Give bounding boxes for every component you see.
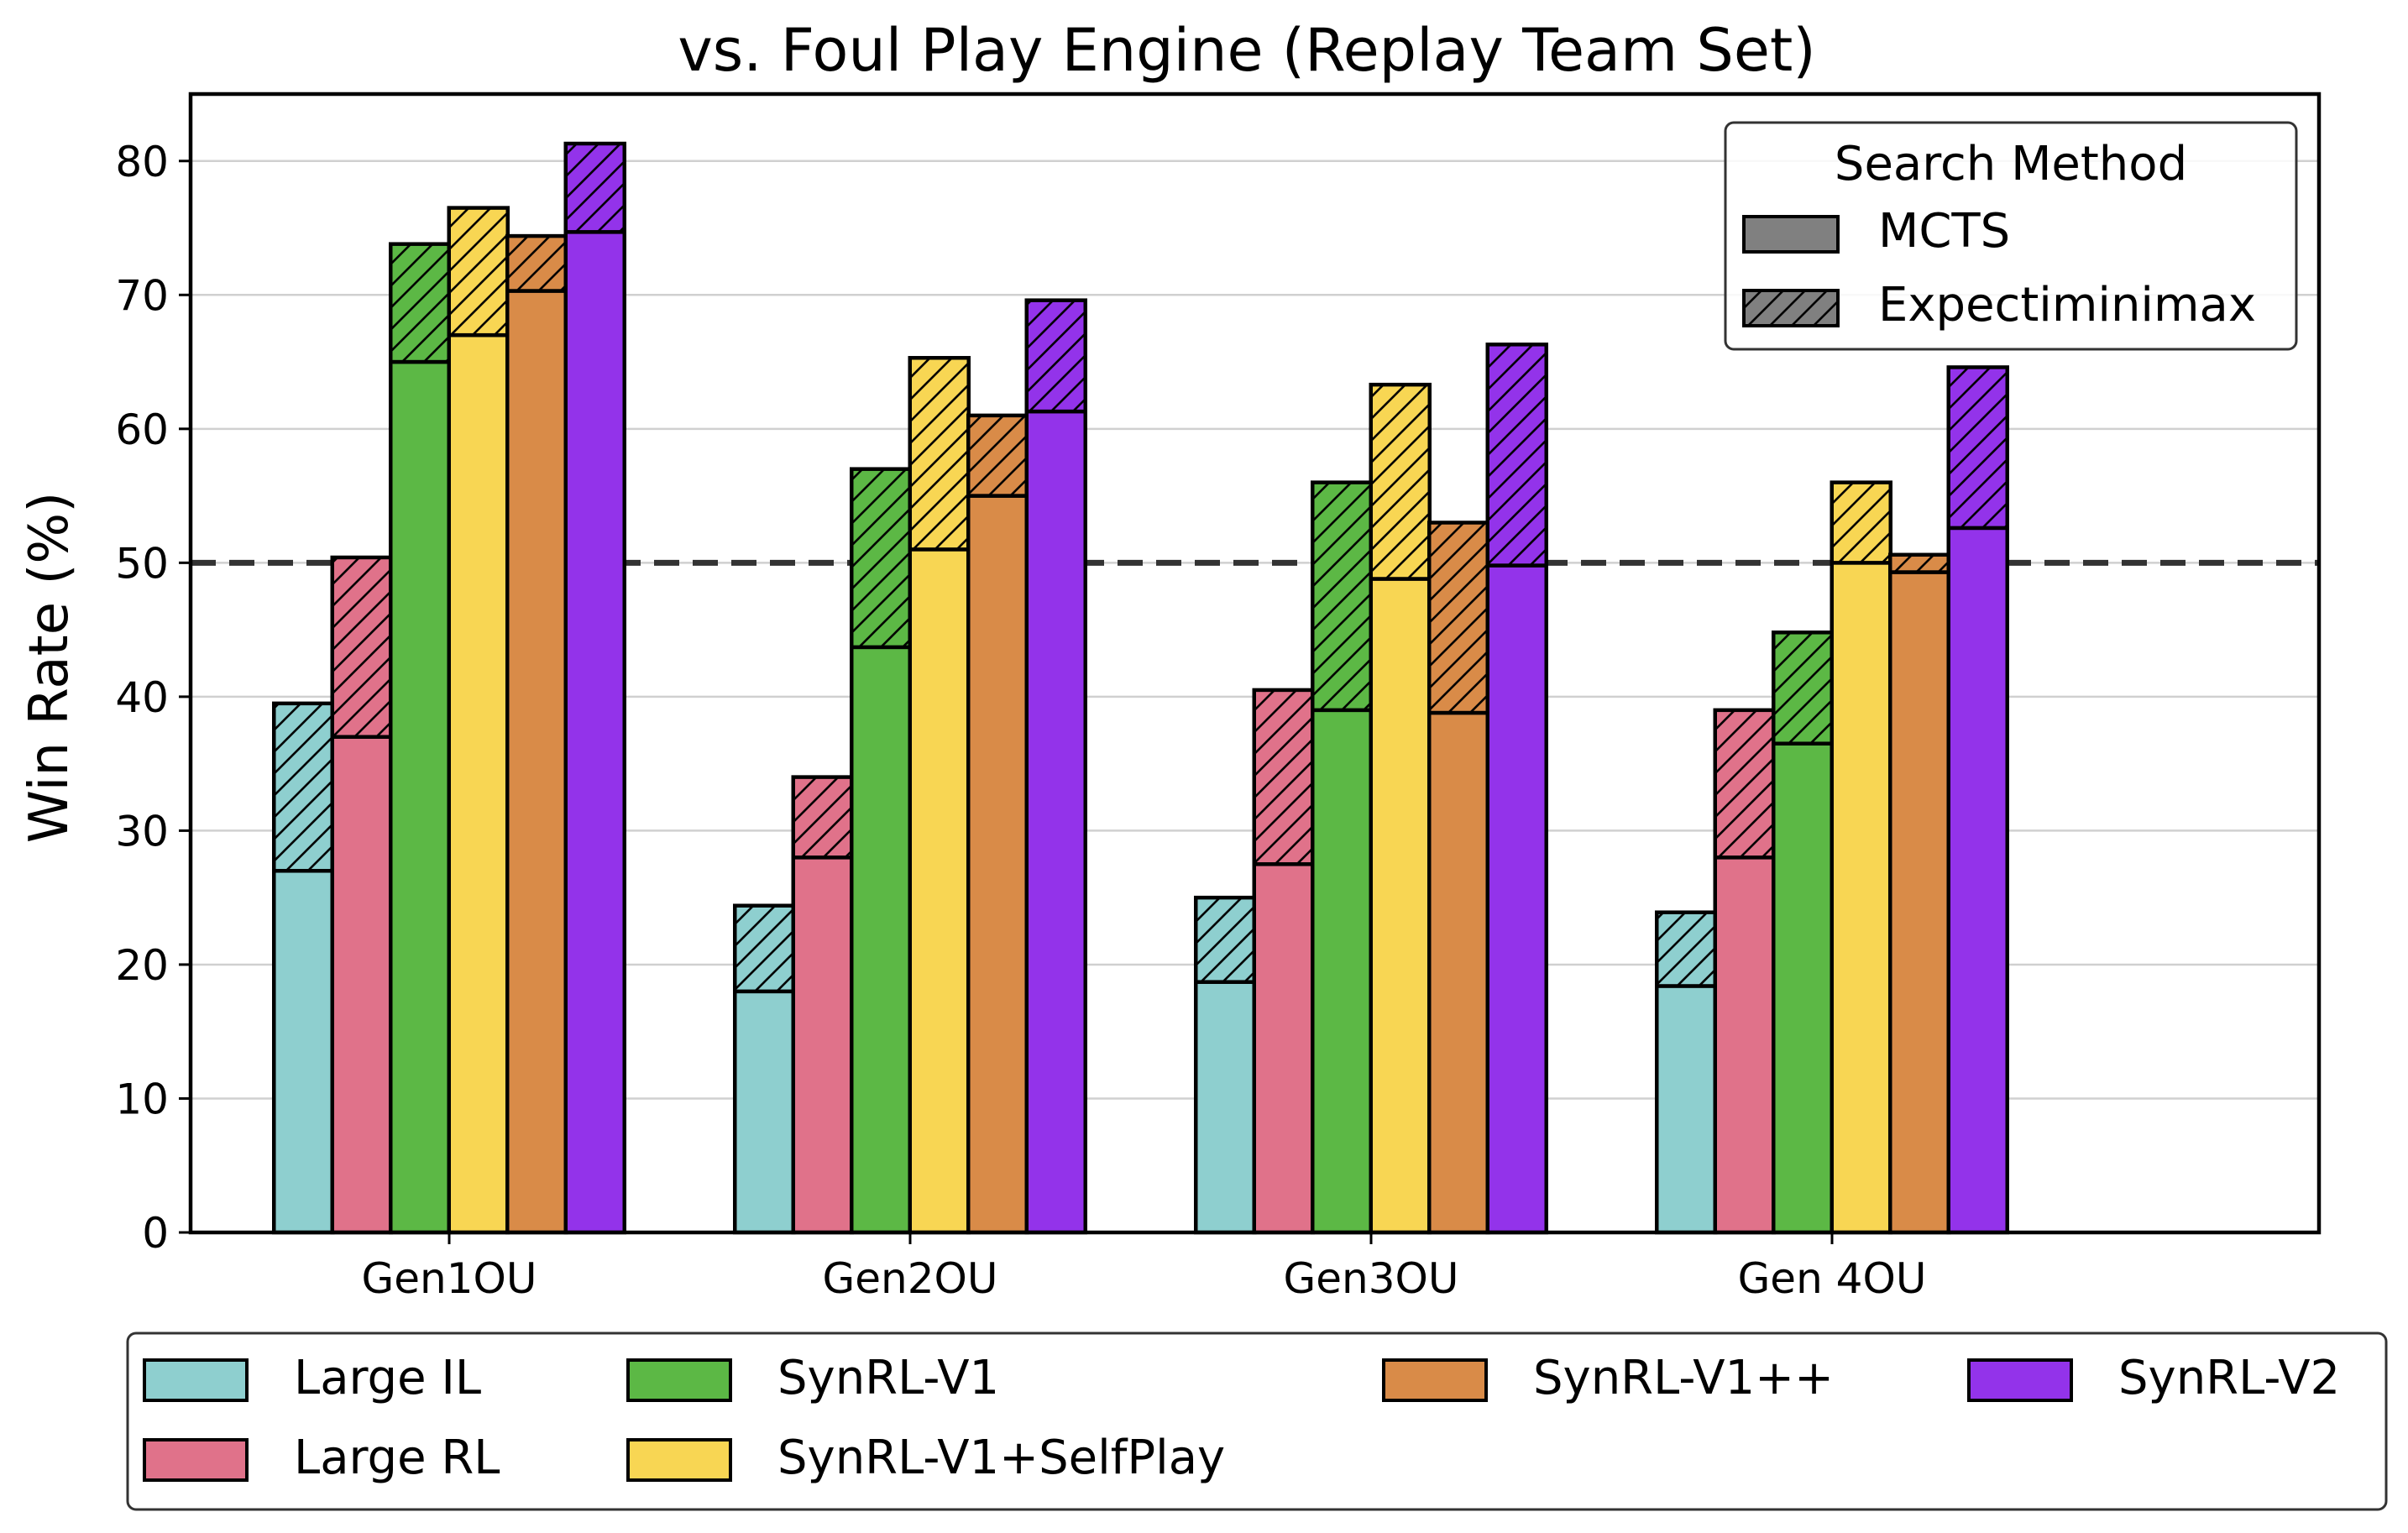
bar-expectiminimax bbox=[1024, 298, 1087, 414]
bar-mcts bbox=[1830, 561, 1892, 1235]
series-synrl-v1- bbox=[505, 233, 1951, 1235]
bar-expectiminimax bbox=[1830, 480, 1892, 565]
search-method-legend: Search Method MCTS Expectiminimax bbox=[1724, 121, 2298, 351]
bar-expectiminimax bbox=[1713, 708, 1776, 860]
bar-mcts bbox=[1369, 577, 1432, 1235]
y-tick-label: 60 bbox=[115, 405, 169, 454]
bar-expectiminimax bbox=[505, 233, 568, 293]
bar-mcts bbox=[791, 855, 854, 1235]
bar-expectiminimax bbox=[1485, 343, 1548, 568]
bar-mcts bbox=[1252, 862, 1315, 1235]
y-tick-label: 70 bbox=[115, 271, 169, 320]
bars bbox=[272, 141, 2009, 1235]
search-legend-title: Search Method bbox=[1835, 137, 2187, 191]
series-legend-swatch bbox=[143, 1438, 249, 1482]
search-legend-swatch-fill bbox=[1744, 217, 1838, 252]
series-legend-swatch bbox=[1382, 1358, 1488, 1402]
bar-expectiminimax bbox=[791, 775, 854, 860]
x-tick-label: Gen1OU bbox=[362, 1254, 537, 1303]
series-legend: Large IL Large RL SynRL-V1 SynRL-V1+SelfPla… bbox=[126, 1332, 2388, 1511]
series-synrl-v1 bbox=[389, 242, 1835, 1235]
y-tick-label: 50 bbox=[115, 539, 169, 588]
bar-expectiminimax bbox=[330, 555, 393, 739]
search-legend-label: Expectiminimax bbox=[1878, 278, 2256, 332]
bar-mcts bbox=[1655, 984, 1718, 1235]
bar-expectiminimax bbox=[272, 701, 335, 873]
plot-frame bbox=[188, 92, 2322, 1235]
search-legend-swatch-hatched bbox=[1742, 289, 1840, 327]
bar-mcts bbox=[1024, 409, 1087, 1235]
bar-mcts bbox=[966, 494, 1029, 1235]
chart-title: vs. Foul Play Engine (Replay Team Set) bbox=[678, 16, 1815, 85]
bar-mcts bbox=[1427, 710, 1490, 1235]
y-tick-label: 80 bbox=[115, 138, 169, 186]
bar-mcts bbox=[1772, 741, 1835, 1235]
bar-mcts bbox=[850, 645, 913, 1235]
bar-expectiminimax bbox=[908, 356, 971, 552]
bar-expectiminimax bbox=[563, 141, 626, 234]
bar-mcts bbox=[563, 230, 626, 1235]
bar-mcts bbox=[908, 547, 971, 1235]
bar-expectiminimax bbox=[389, 242, 452, 364]
y-tick-label: 10 bbox=[115, 1075, 169, 1123]
bar-expectiminimax bbox=[1427, 521, 1490, 715]
bar-expectiminimax bbox=[1946, 365, 2009, 531]
series-legend-swatch bbox=[143, 1358, 249, 1402]
y-tick-label: 20 bbox=[115, 941, 169, 990]
y-tick-label: 30 bbox=[115, 807, 169, 855]
series-legend-label: SynRL-V1++ bbox=[1533, 1351, 1834, 1405]
bar-expectiminimax bbox=[966, 413, 1029, 498]
series-legend-label: SynRL-V1 bbox=[777, 1351, 999, 1405]
series-legend-label: SynRL-V2 bbox=[2118, 1351, 2340, 1405]
y-tick-label: 0 bbox=[142, 1209, 169, 1258]
x-tick-label: Gen2OU bbox=[823, 1254, 998, 1303]
bar-expectiminimax bbox=[447, 206, 510, 337]
bar-mcts bbox=[505, 289, 568, 1235]
bar-mcts bbox=[1888, 570, 1951, 1235]
x-tick-label: Gen 4OU bbox=[1738, 1254, 1927, 1303]
x-tick-label: Gen3OU bbox=[1284, 1254, 1459, 1303]
y-axis-label: Win Rate (%) bbox=[18, 492, 81, 843]
bar-mcts bbox=[447, 332, 510, 1235]
bar-expectiminimax bbox=[1655, 910, 1718, 988]
bar-mcts bbox=[1311, 708, 1374, 1235]
search-legend-label: MCTS bbox=[1878, 204, 2010, 259]
bar-expectiminimax bbox=[1252, 688, 1315, 866]
bar-expectiminimax bbox=[1888, 552, 1951, 574]
bar-mcts bbox=[1946, 526, 2009, 1235]
bar-expectiminimax bbox=[1311, 480, 1374, 713]
bar-mcts bbox=[389, 359, 452, 1235]
bar-mcts bbox=[1485, 563, 1548, 1235]
search-legend-frame bbox=[1724, 121, 2298, 351]
bar-expectiminimax bbox=[1772, 630, 1835, 746]
bar-mcts bbox=[1713, 855, 1776, 1235]
tick-labels: 0 10 20 30 40 50 60 70 80 Gen1OU Gen2OU Gen3OU Gen 4… bbox=[115, 138, 1926, 1303]
bar-expectiminimax bbox=[1194, 895, 1257, 984]
bar-mcts bbox=[330, 735, 393, 1235]
series-legend-label: SynRL-V1+SelfPlay bbox=[777, 1431, 1225, 1485]
bar-expectiminimax bbox=[850, 467, 913, 650]
axes bbox=[188, 92, 2322, 1235]
series-synrl-v2 bbox=[563, 141, 2009, 1235]
series-large-il bbox=[272, 701, 1718, 1235]
series-legend-swatch bbox=[626, 1438, 732, 1482]
series-legend-label: Large IL bbox=[294, 1351, 481, 1405]
search-legend-swatch-solid bbox=[1742, 215, 1840, 254]
series-synrl-v1-selfplay bbox=[447, 206, 1892, 1235]
series-legend-swatch bbox=[626, 1358, 732, 1402]
series-legend-swatch bbox=[1967, 1358, 2073, 1402]
bar-mcts bbox=[272, 869, 335, 1235]
bar-expectiminimax bbox=[733, 903, 796, 994]
bar-expectiminimax bbox=[1369, 382, 1432, 581]
bar-mcts bbox=[733, 989, 796, 1235]
series-legend-label: Large RL bbox=[294, 1431, 500, 1485]
y-tick-label: 40 bbox=[115, 673, 169, 722]
bar-mcts bbox=[1194, 980, 1257, 1235]
